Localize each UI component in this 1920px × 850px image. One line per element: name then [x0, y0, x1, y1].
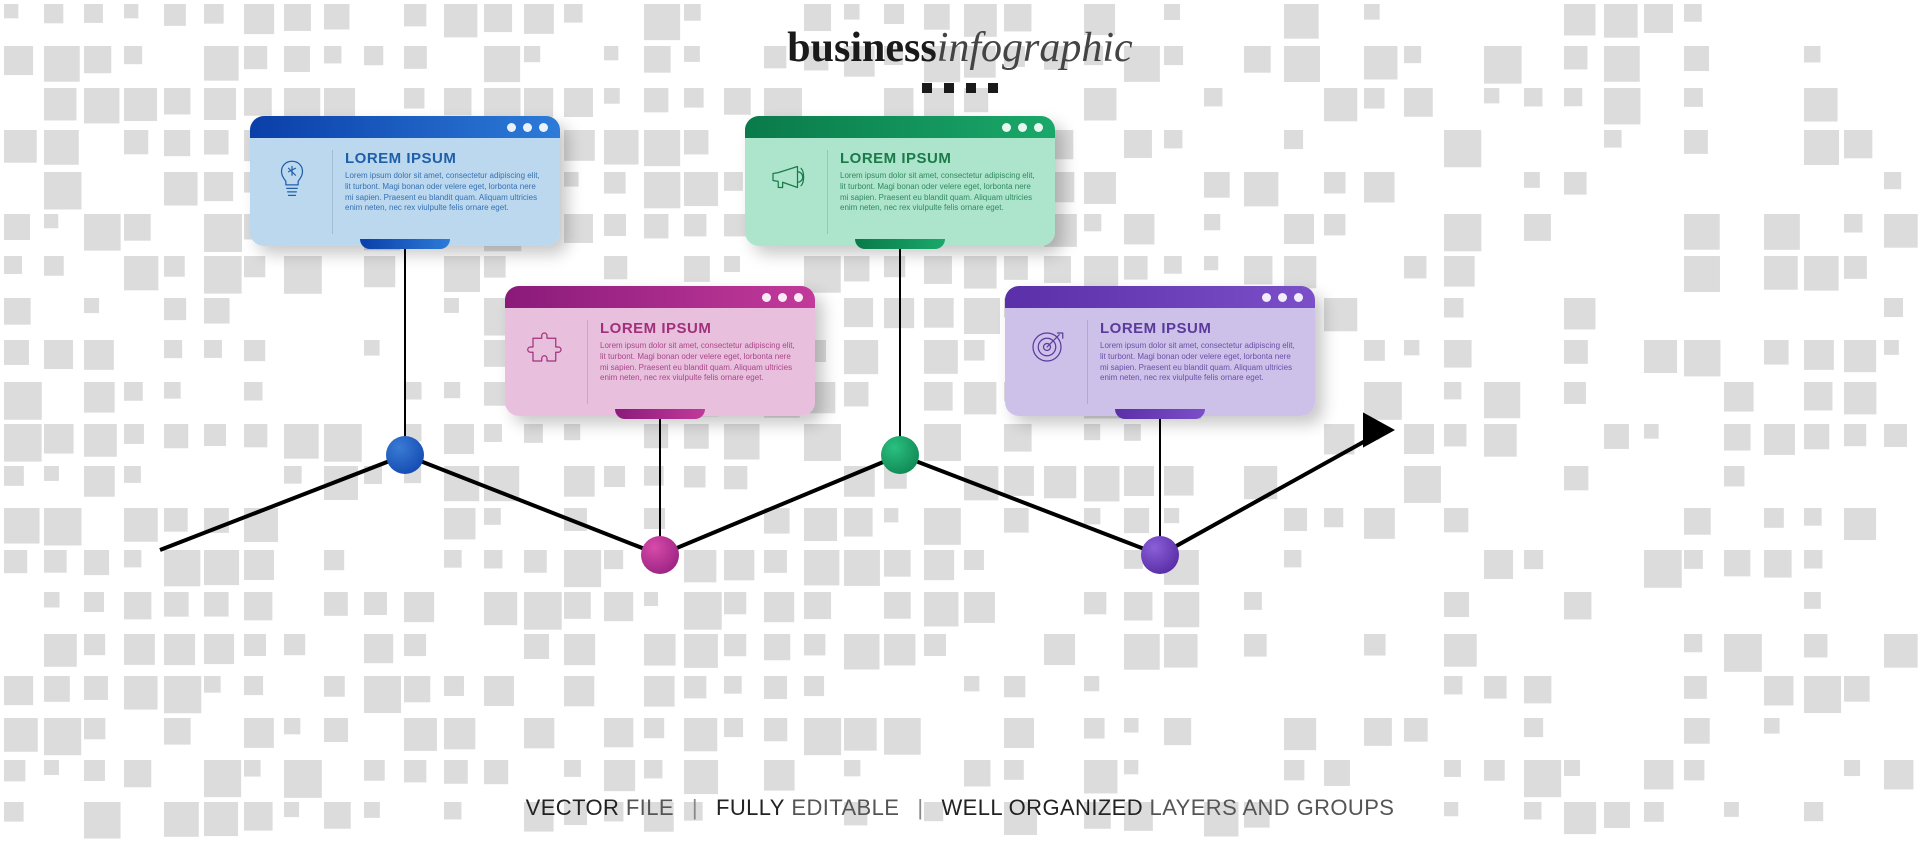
- window-dot-icon: [1002, 123, 1011, 132]
- connector-line: [1159, 416, 1161, 555]
- window-dot-icon: [778, 293, 787, 302]
- title-bold: business: [787, 25, 936, 71]
- connector-line: [659, 416, 661, 555]
- card-body: LOREM IPSUM Lorem ipsum dolor sit amet, c…: [505, 308, 815, 416]
- timeline-node: [1141, 536, 1179, 574]
- title-dots: [0, 80, 1920, 98]
- card-text: LOREM IPSUM Lorem ipsum dolor sit amet, c…: [840, 150, 1039, 234]
- vertical-divider: [827, 150, 828, 234]
- footer-seg-light: LAYERS AND GROUPS: [1143, 795, 1394, 820]
- card-title: LOREM IPSUM: [600, 320, 799, 337]
- card-body-text: Lorem ipsum dolor sit amet, consectetur …: [1100, 341, 1299, 384]
- card-title: LOREM IPSUM: [345, 150, 544, 167]
- window-dot-icon: [794, 293, 803, 302]
- page-title: businessinfographic: [0, 24, 1920, 98]
- lightbulb-icon: [264, 150, 320, 234]
- connector-line: [404, 246, 406, 455]
- timeline-node: [641, 536, 679, 574]
- info-card: LOREM IPSUM Lorem ipsum dolor sit amet, c…: [250, 116, 560, 246]
- footer-seg-bold: VECTOR: [526, 795, 620, 820]
- vertical-divider: [1087, 320, 1088, 404]
- card-text: LOREM IPSUM Lorem ipsum dolor sit amet, c…: [1100, 320, 1299, 404]
- card-bottom-accent: [360, 239, 450, 249]
- window-dot-icon: [1262, 293, 1271, 302]
- card-body: LOREM IPSUM Lorem ipsum dolor sit amet, c…: [745, 138, 1055, 246]
- info-card: LOREM IPSUM Lorem ipsum dolor sit amet, c…: [1005, 286, 1315, 416]
- window-dot-icon: [523, 123, 532, 132]
- window-dot-icon: [1278, 293, 1287, 302]
- card-bottom-accent: [615, 409, 705, 419]
- vertical-divider: [587, 320, 588, 404]
- card-body: LOREM IPSUM Lorem ipsum dolor sit amet, c…: [1005, 308, 1315, 416]
- card-body-text: Lorem ipsum dolor sit amet, consectetur …: [840, 171, 1039, 214]
- card-title: LOREM IPSUM: [1100, 320, 1299, 337]
- card-body-text: Lorem ipsum dolor sit amet, consectetur …: [600, 341, 799, 384]
- footer-seg-light: FILE: [619, 795, 674, 820]
- title-light: infographic: [937, 25, 1133, 71]
- card-text: LOREM IPSUM Lorem ipsum dolor sit amet, c…: [600, 320, 799, 404]
- card-header: [745, 116, 1055, 138]
- window-dot-icon: [539, 123, 548, 132]
- card-text: LOREM IPSUM Lorem ipsum dolor sit amet, c…: [345, 150, 544, 234]
- connector-line: [899, 246, 901, 455]
- card-bottom-accent: [855, 239, 945, 249]
- footer-tagline: VECTOR FILE | FULLY EDITABLE | WELL ORGANIZE…: [0, 795, 1920, 821]
- info-card: LOREM IPSUM Lorem ipsum dolor sit amet, c…: [505, 286, 815, 416]
- info-card: LOREM IPSUM Lorem ipsum dolor sit amet, c…: [745, 116, 1055, 246]
- vertical-divider: [332, 150, 333, 234]
- card-header: [1005, 286, 1315, 308]
- window-dot-icon: [1018, 123, 1027, 132]
- card-title: LOREM IPSUM: [840, 150, 1039, 167]
- target-icon: [1019, 320, 1075, 404]
- puzzle-icon: [519, 320, 575, 404]
- window-dot-icon: [1294, 293, 1303, 302]
- timeline-node: [881, 436, 919, 474]
- footer-separator: |: [917, 795, 923, 820]
- window-dot-icon: [507, 123, 516, 132]
- card-body: LOREM IPSUM Lorem ipsum dolor sit amet, c…: [250, 138, 560, 246]
- card-header: [505, 286, 815, 308]
- timeline-node: [386, 436, 424, 474]
- footer-seg-bold: FULLY: [716, 795, 785, 820]
- window-dot-icon: [762, 293, 771, 302]
- window-dot-icon: [1034, 123, 1043, 132]
- megaphone-icon: [759, 150, 815, 234]
- footer-separator: |: [692, 795, 698, 820]
- card-body-text: Lorem ipsum dolor sit amet, consectetur …: [345, 171, 544, 214]
- footer-seg-bold: WELL ORGANIZED: [941, 795, 1143, 820]
- card-header: [250, 116, 560, 138]
- card-bottom-accent: [1115, 409, 1205, 419]
- footer-seg-light: EDITABLE: [785, 795, 899, 820]
